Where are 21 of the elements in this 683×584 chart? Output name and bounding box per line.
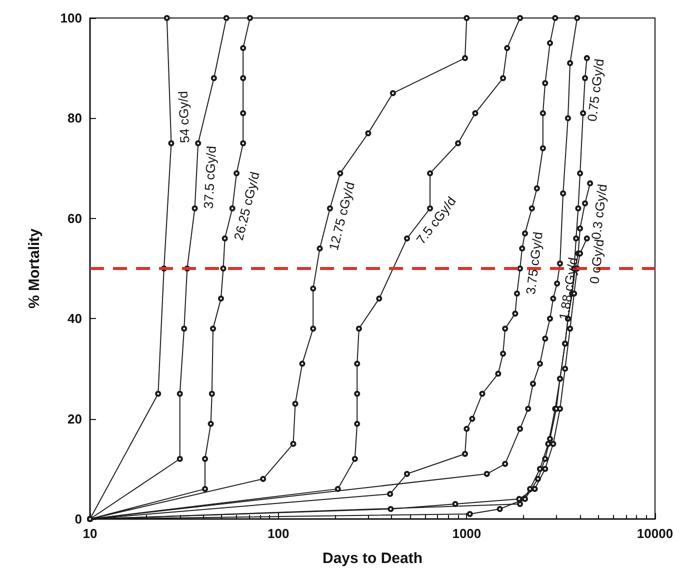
x-tick-label: 100 bbox=[267, 526, 290, 541]
text: 0.75 cGy/d bbox=[584, 58, 607, 122]
y-tick-label: 100 bbox=[60, 10, 82, 26]
text: 54 cGy/d bbox=[175, 90, 192, 144]
text: 12.75 cGy/d bbox=[326, 180, 358, 252]
y-tick-label: 0 bbox=[74, 512, 82, 526]
y-tick-label: 80 bbox=[68, 110, 82, 126]
x-tick-label: 10 bbox=[82, 526, 98, 541]
y-tick-label: 20 bbox=[68, 411, 82, 426]
text: 1.88 cGy/d bbox=[556, 256, 581, 321]
y-tick-label: 60 bbox=[68, 210, 82, 226]
x-tick-label: 10000 bbox=[636, 526, 674, 541]
text: 26.25 cGy/d bbox=[230, 170, 262, 242]
x-tick-label: 1000 bbox=[452, 526, 482, 541]
x-axis-title: Days to Death bbox=[322, 550, 423, 567]
y-tick-label: 40 bbox=[68, 311, 82, 326]
text: 3.75 cGy/d bbox=[522, 231, 546, 296]
text: 0 cGy/d bbox=[586, 238, 607, 285]
y-axis-title: % Mortality bbox=[26, 228, 43, 309]
text: 37.5 cGy/d bbox=[200, 146, 219, 210]
text: 0.3 cGy/d bbox=[588, 183, 610, 240]
